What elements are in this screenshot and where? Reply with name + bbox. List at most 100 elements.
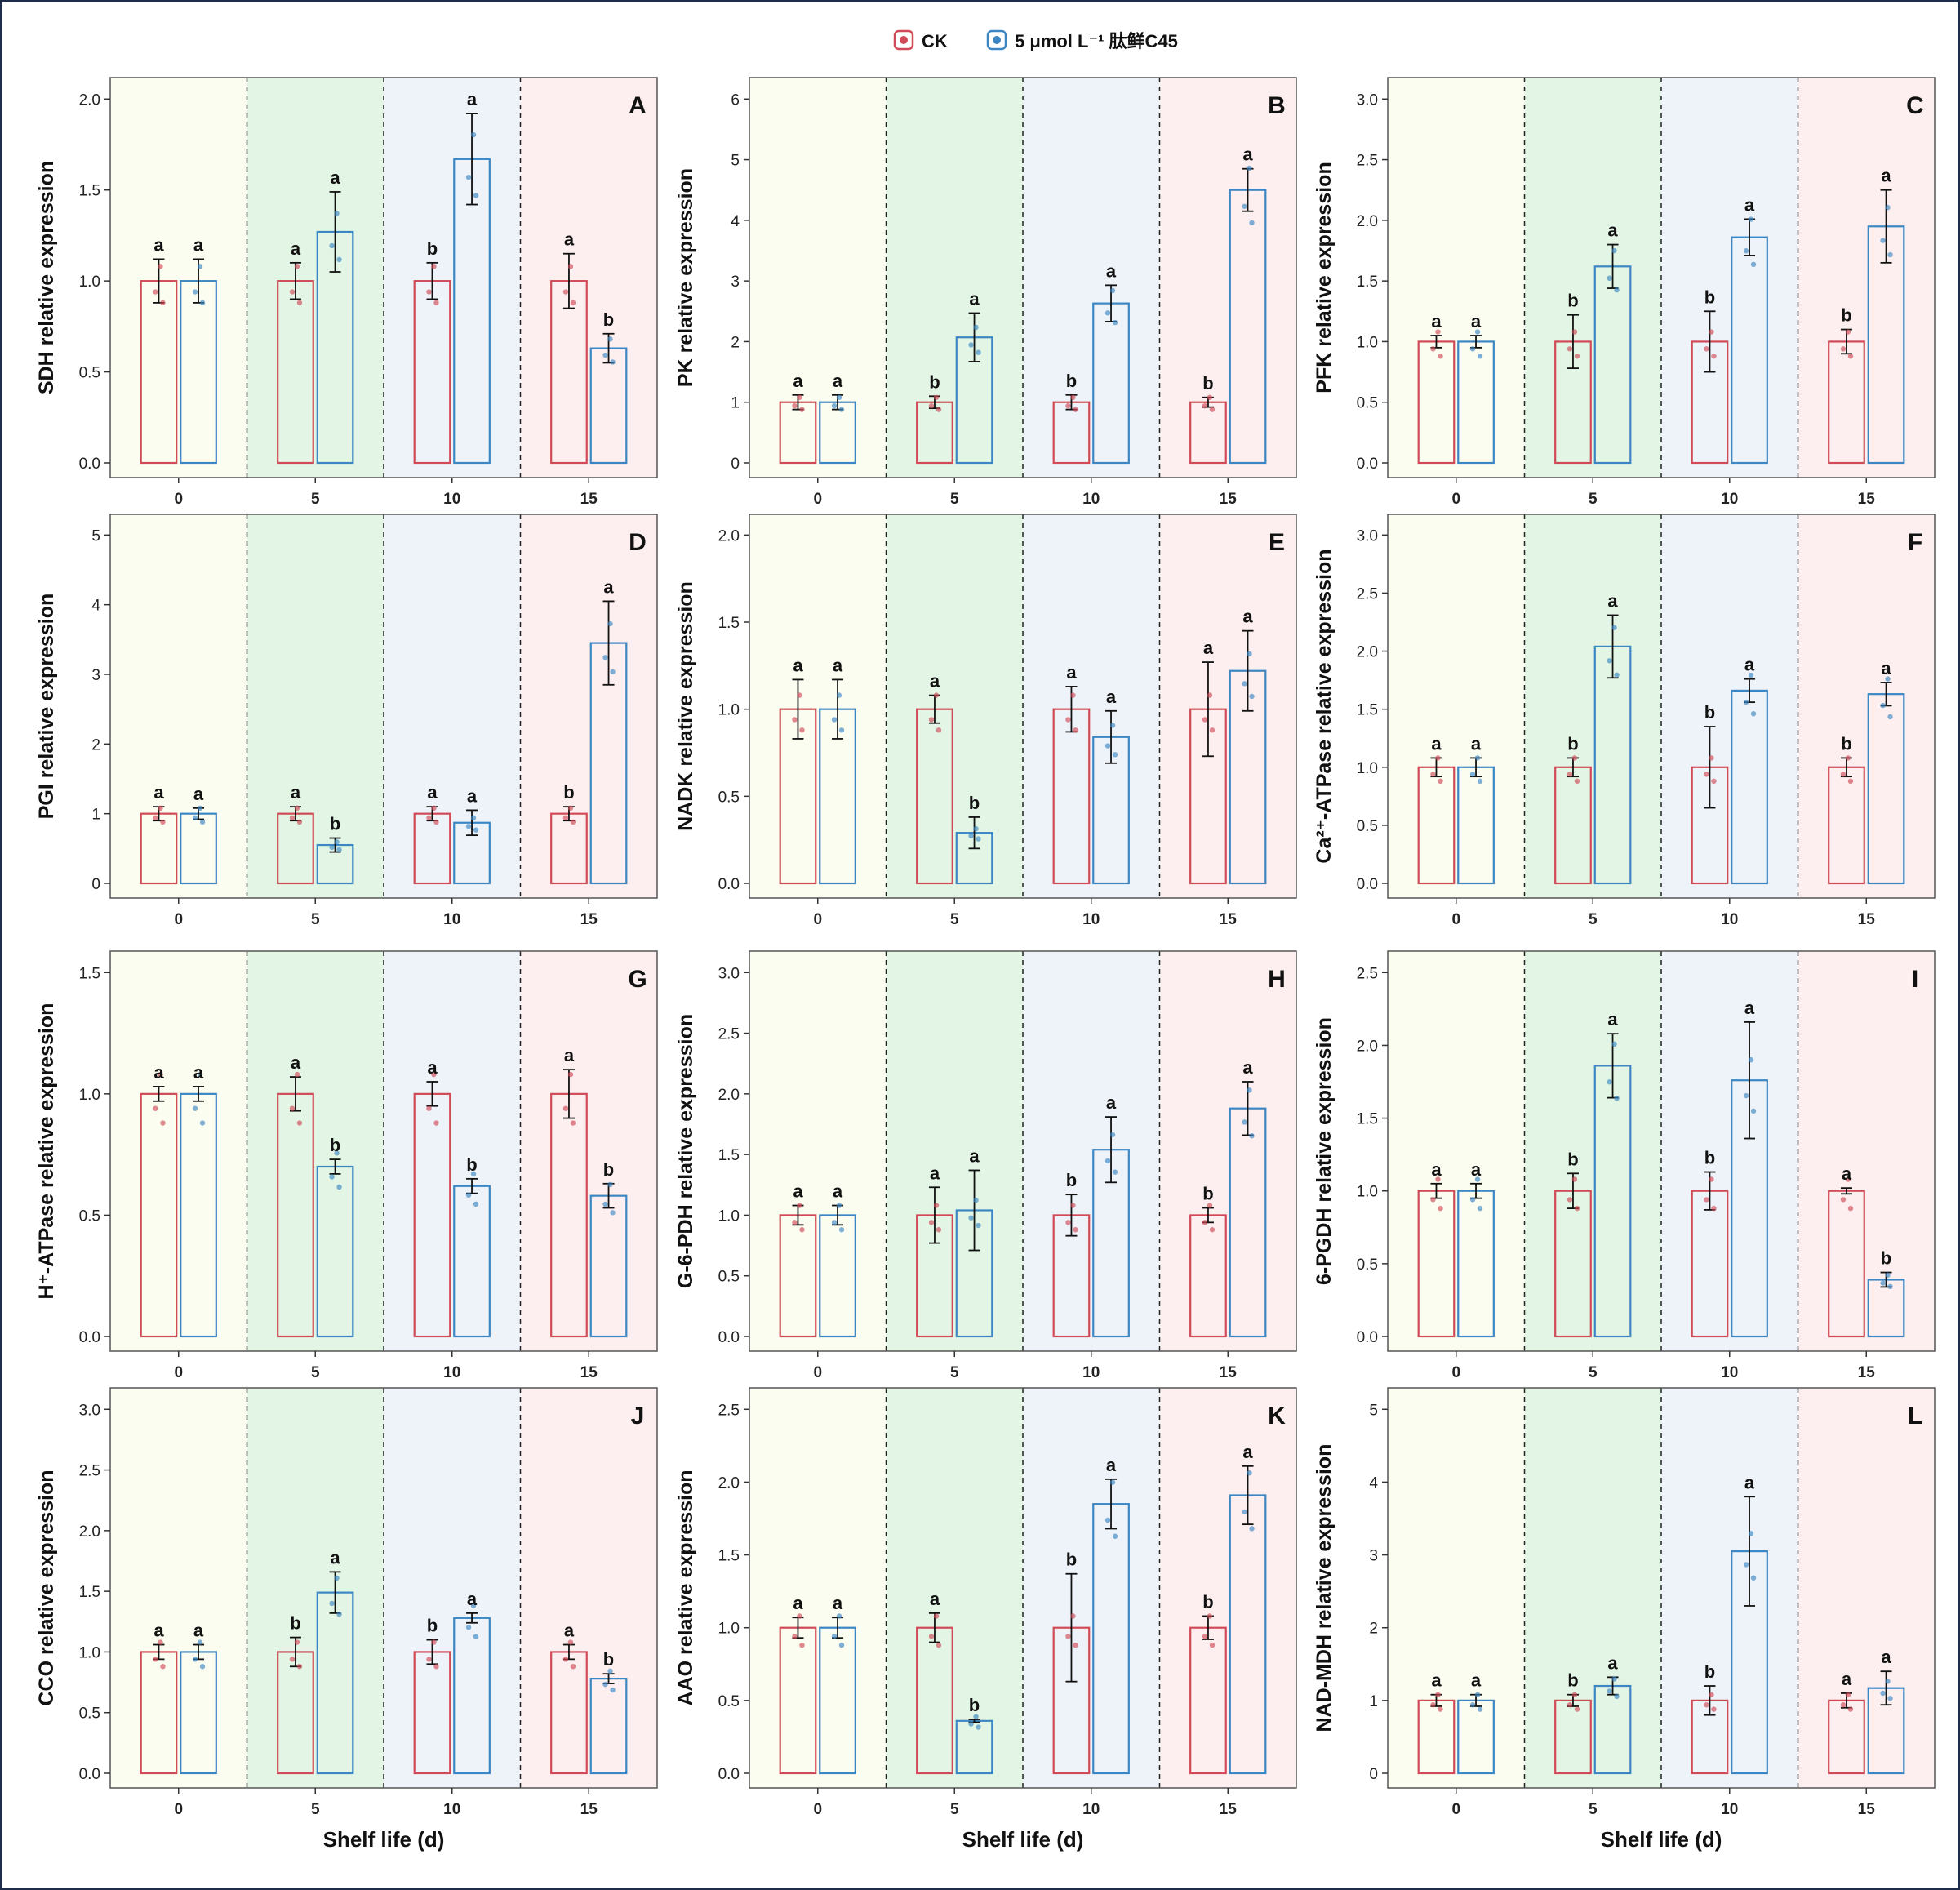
replicate-point [936, 1642, 942, 1648]
replicate-point [838, 1227, 845, 1233]
significance-letter: a [427, 782, 438, 803]
replicate-point [1840, 772, 1847, 777]
y-tick-label: 1.5 [718, 1548, 740, 1565]
replicate-point [607, 1181, 613, 1188]
x-tick-label: 15 [1220, 1801, 1238, 1818]
replicate-point [1112, 1533, 1118, 1539]
replicate-point [1709, 329, 1714, 335]
replicate-point [1209, 407, 1216, 412]
y-axis-label: G-6-PDH relative expression [674, 1014, 697, 1288]
replicate-point [928, 717, 935, 723]
y-tick-label: 0.5 [718, 1693, 740, 1710]
replicate-point [426, 289, 432, 295]
significance-letter: b [1567, 733, 1578, 754]
replicate-point [329, 1600, 335, 1607]
replicate-point [334, 211, 340, 216]
chart-panel-e: 0.0 0.5 1.0 1.5 2.0 0 5 10 15 E NADK relative expr… [674, 514, 1297, 928]
y-axis-label: PFK relative expression [1313, 162, 1336, 393]
x-tick-label: 15 [580, 1364, 598, 1381]
y-tick-label: 1.0 [79, 1087, 100, 1104]
y-tick-label: 0.5 [79, 1705, 100, 1723]
replicate-point [792, 1220, 798, 1225]
y-tick-label: 3.0 [718, 965, 740, 982]
y-axis-label: PK relative expression [674, 168, 697, 387]
significance-letter: b [969, 1695, 980, 1715]
replicate-point [1887, 1696, 1893, 1701]
significance-letter: a [467, 89, 478, 109]
replicate-point [792, 1634, 798, 1639]
replicate-point [1614, 287, 1620, 293]
replicate-point [1847, 354, 1854, 359]
x-tick-label: 0 [813, 491, 822, 508]
group-background [1388, 78, 1525, 478]
significance-letter: a [1471, 1670, 1482, 1691]
replicate-point [607, 620, 613, 627]
significance-letter: a [603, 576, 614, 597]
replicate-point [1249, 693, 1255, 700]
replicate-point [1104, 1158, 1111, 1164]
group-background [520, 78, 657, 478]
group-background [1798, 78, 1935, 478]
chart-panel-k: 0.0 0.5 1.0 1.5 2.0 2.5 0 5 10 15 K AAO relative ex… [674, 1387, 1297, 1852]
replicate-point [465, 1192, 472, 1198]
replicate-point [1845, 1176, 1851, 1182]
replicate-point [153, 289, 158, 295]
significance-letter: a [1066, 662, 1077, 683]
significance-letter: a [1431, 733, 1442, 754]
significance-letter: a [1744, 194, 1755, 215]
y-tick-label: 1 [1369, 1693, 1378, 1710]
replicate-point [1611, 625, 1617, 630]
replicate-point [296, 300, 303, 306]
y-tick-label: 5 [91, 527, 100, 545]
significance-letter: a [1106, 1092, 1117, 1113]
significance-letter: b [1704, 1148, 1715, 1168]
replicate-point [1711, 1706, 1717, 1712]
x-tick-label: 0 [813, 1801, 822, 1818]
y-tick-label: 4 [1369, 1474, 1378, 1492]
significance-letter: a [153, 234, 164, 255]
significance-letter: b [1202, 373, 1213, 394]
replicate-point [1607, 658, 1612, 664]
replicate-point [1748, 1056, 1754, 1063]
x-axis-label: Shelf life (d) [962, 1827, 1084, 1852]
replicate-point [1845, 755, 1851, 761]
replicate-point [1748, 672, 1754, 678]
replicate-point [968, 342, 974, 348]
replicate-point [973, 1714, 979, 1719]
significance-letter: a [1242, 1442, 1253, 1462]
panel-letter: J [631, 1403, 645, 1430]
y-tick-label: 0.0 [79, 1766, 100, 1783]
replicate-point [792, 402, 798, 409]
x-tick-label: 5 [311, 1801, 320, 1818]
replicate-point [1065, 1634, 1071, 1639]
significance-letter: a [1471, 1159, 1482, 1180]
replicate-point [973, 1197, 979, 1203]
replicate-point [1112, 319, 1118, 326]
replicate-point [1435, 1176, 1441, 1182]
group-background [1524, 1388, 1661, 1788]
y-tick-label: 4 [731, 213, 740, 230]
replicate-point [1880, 1280, 1886, 1286]
replicate-point [831, 402, 838, 409]
replicate-point [1202, 1220, 1208, 1225]
y-tick-label: 1.5 [718, 615, 740, 632]
y-tick-label: 2 [731, 334, 740, 351]
replicate-point [470, 1603, 477, 1608]
y-tick-label: 2.0 [79, 91, 100, 109]
replicate-point [933, 1203, 940, 1208]
x-tick-label: 15 [1220, 491, 1238, 508]
y-axis-label: CCO relative expression [35, 1470, 58, 1705]
significance-letter: b [603, 309, 614, 330]
significance-letter: a [969, 289, 980, 309]
y-tick-label: 0.5 [718, 789, 740, 806]
chart-panel-d: 0 1 2 3 4 5 0 5 10 15 D PGI relative expression a a a b… [35, 514, 658, 928]
replicate-point [192, 1105, 198, 1111]
replicate-point [1477, 1205, 1483, 1212]
replicate-point [160, 1120, 166, 1126]
y-tick-label: 1.0 [1357, 1184, 1378, 1201]
chart-panel-c: 0.0 0.5 1.0 1.5 2.0 2.5 3.0 0 5 10 15 C PFK relative… [1313, 77, 1936, 508]
replicate-point [1109, 1132, 1116, 1138]
replicate-point [1880, 702, 1886, 709]
y-axis-label: NAD-MDH relative expression [1313, 1444, 1336, 1732]
replicate-point [470, 131, 477, 138]
